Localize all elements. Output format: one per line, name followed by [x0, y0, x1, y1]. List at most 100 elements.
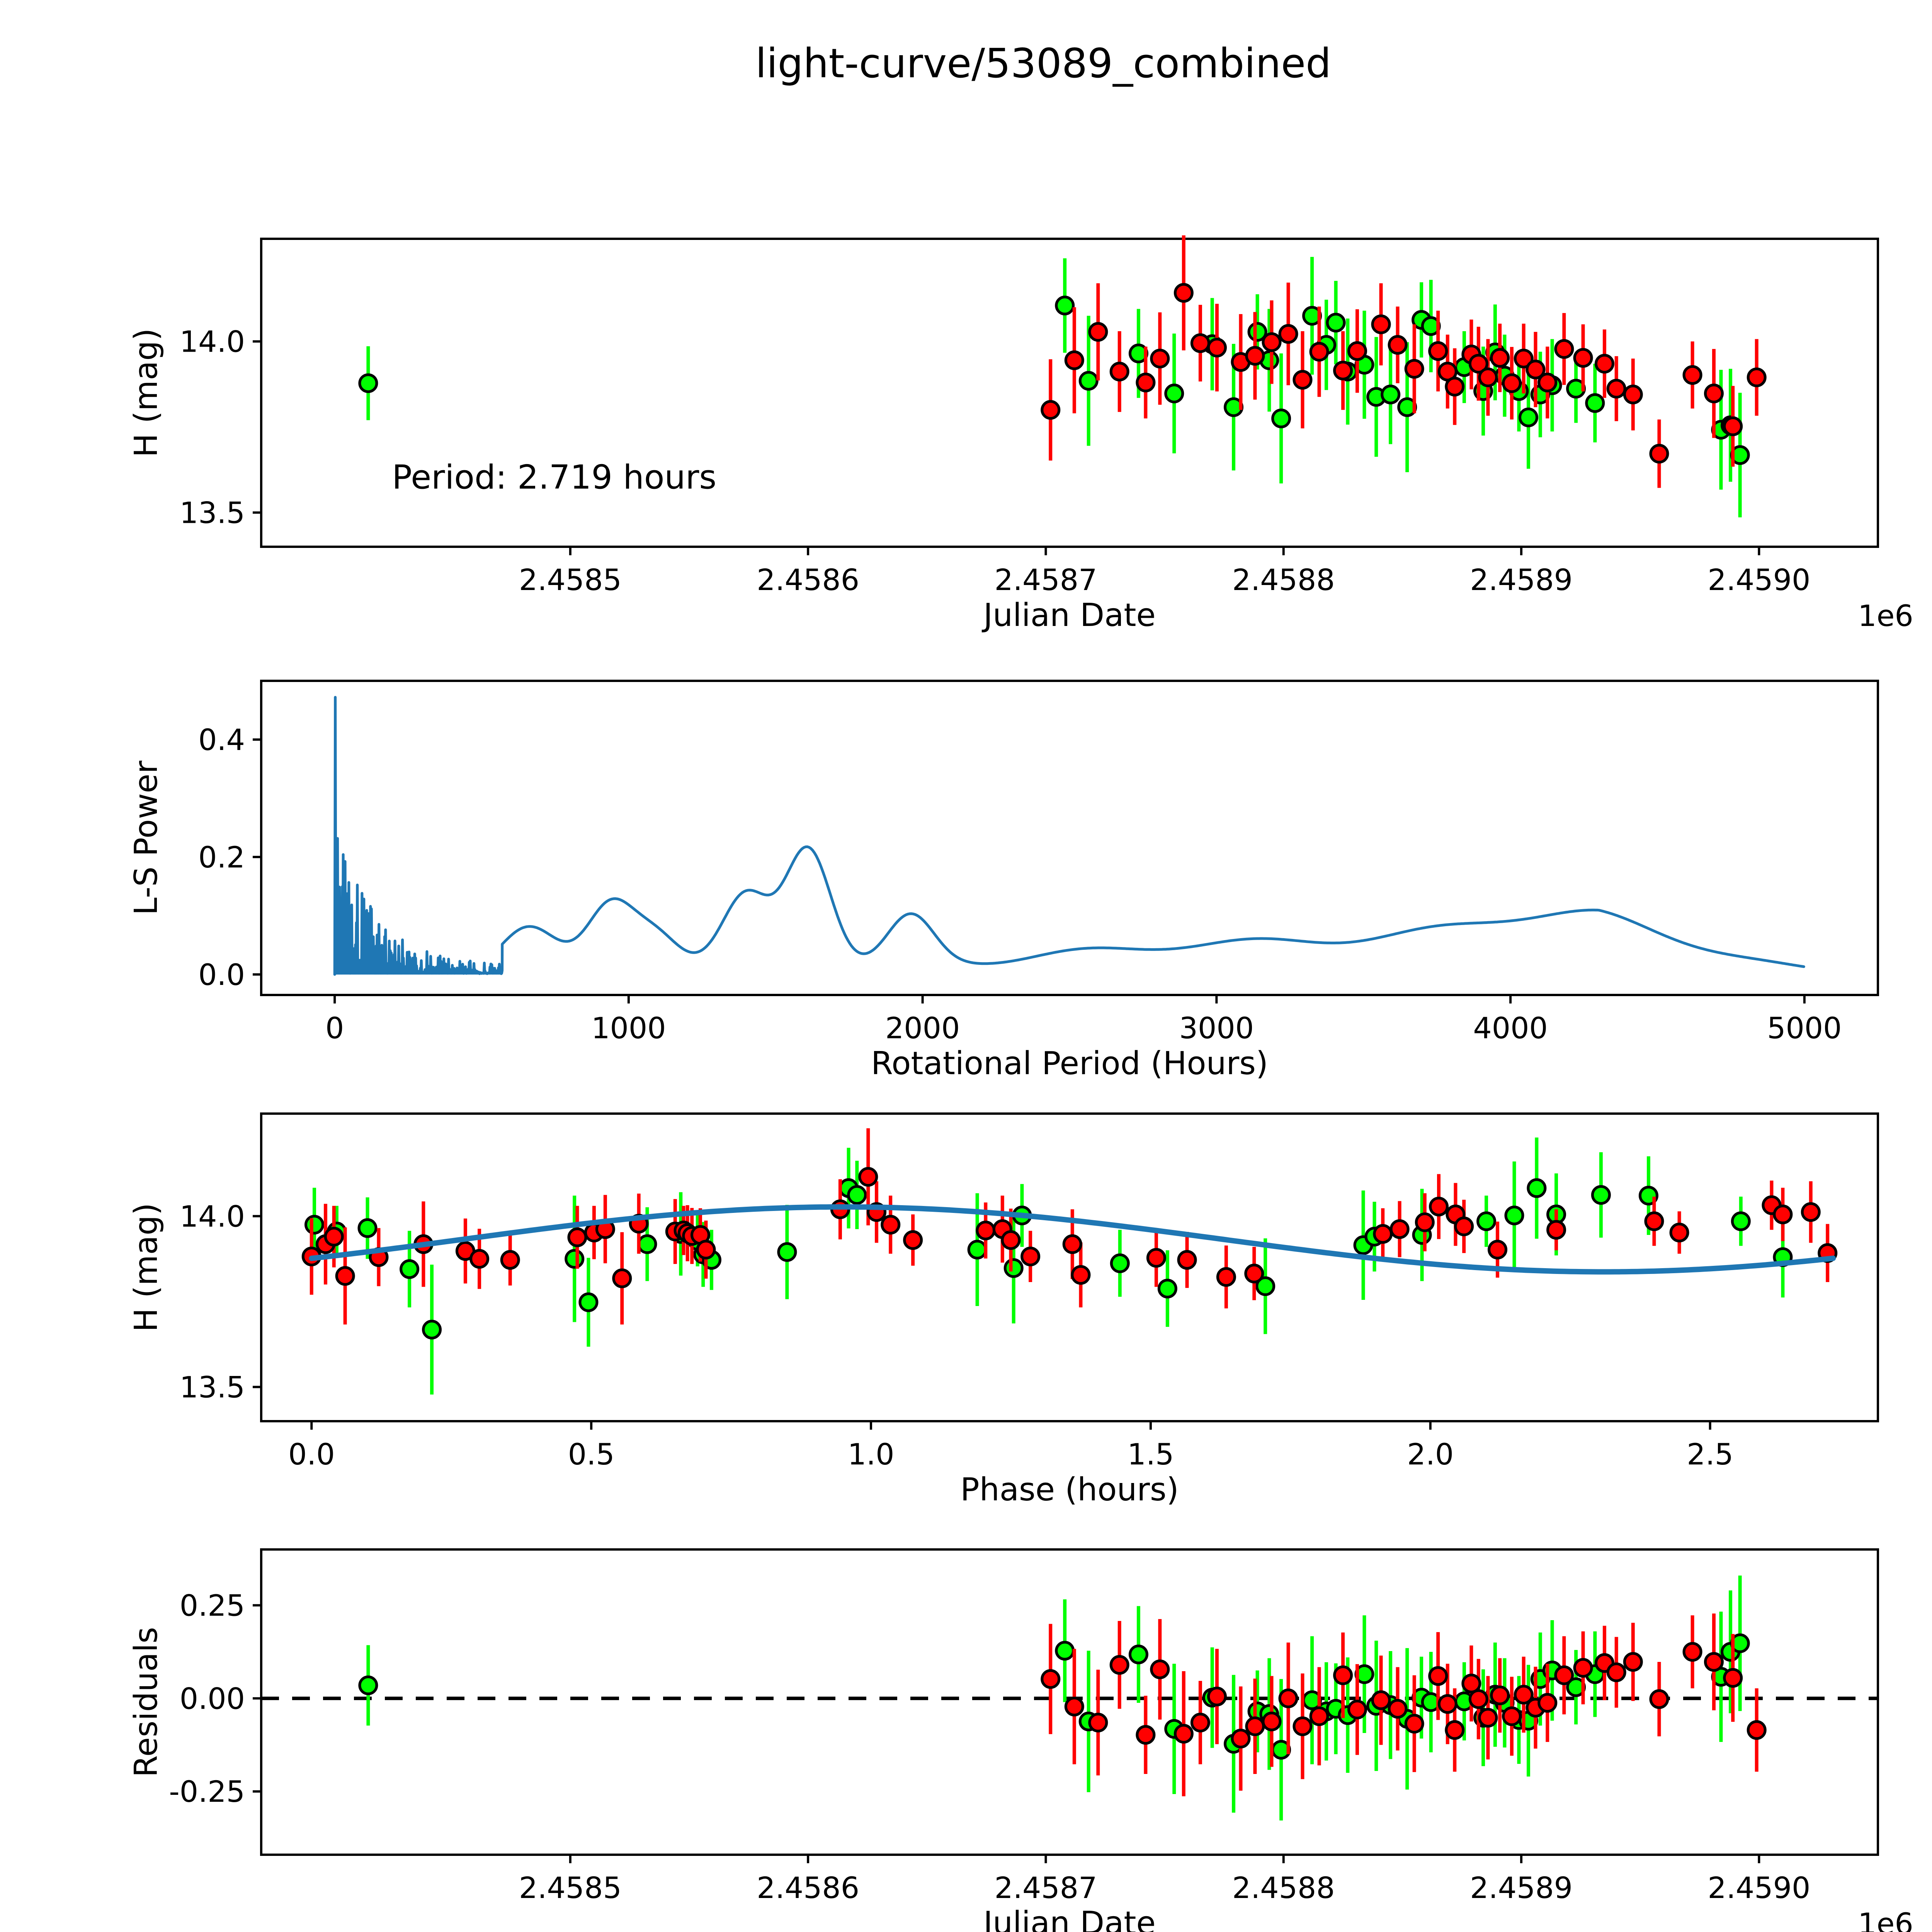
data-point [1594, 354, 1614, 374]
data-point [1554, 1665, 1574, 1685]
data-point [469, 1249, 490, 1269]
data-point [1415, 1212, 1435, 1232]
data-point [1041, 1669, 1061, 1689]
data-point [1146, 1248, 1166, 1268]
panel-residuals: 2.4585 2.4586 2.4587 2.4588 2.4589 2.4590 -0.2… [128, 1548, 1913, 1932]
data-point [500, 1250, 520, 1270]
panel-residuals-ylabel: Residuals [128, 1627, 165, 1777]
data-point [1731, 1211, 1751, 1231]
data-point [1293, 370, 1313, 390]
panel-phasefold-ylabel: H (mag) [128, 1203, 165, 1332]
panel-lightcurve-xticklabel: 2.4590 [1708, 563, 1810, 597]
data-point [1110, 1253, 1130, 1273]
panel-periodogram-xticklabel: 2000 [885, 1011, 960, 1045]
data-point [1333, 361, 1353, 381]
panel-lightcurve-frame [260, 238, 1879, 548]
data-point [357, 1218, 378, 1238]
data-point [1207, 1687, 1227, 1707]
data-point [1262, 332, 1282, 352]
data-point [612, 1268, 632, 1288]
panel-lightcurve-ylabel: H (mag) [128, 328, 165, 457]
panel-phasefold-yticklabel: 14.0 [180, 1199, 245, 1233]
data-point [1262, 1711, 1282, 1731]
data-point [565, 1249, 585, 1269]
data-point [1255, 1276, 1276, 1296]
data-point [1585, 393, 1605, 413]
data-point [1554, 339, 1574, 359]
panel-lightcurve-red-filter-markers [1041, 283, 1767, 464]
data-point [1461, 1673, 1481, 1694]
panel-periodogram-xticklabel: 4000 [1473, 1011, 1548, 1045]
data-point [1150, 349, 1170, 369]
data-point [1773, 1204, 1793, 1225]
panel-residuals-xticklabel: 2.4587 [995, 1871, 1097, 1905]
data-point [1488, 1240, 1508, 1260]
data-point [1062, 1234, 1082, 1254]
data-point [1389, 1219, 1410, 1239]
data-point [1502, 1706, 1522, 1726]
panel-periodogram-yticklabel: 0.4 [198, 723, 245, 757]
data-point [1526, 359, 1546, 379]
data-point [1404, 359, 1424, 379]
data-point [1088, 322, 1108, 342]
data-point [1136, 1725, 1156, 1745]
data-point [1514, 349, 1534, 369]
data-point [1055, 1641, 1075, 1661]
panel-residuals-xticklabel: 2.4586 [757, 1871, 859, 1905]
data-point [1623, 1652, 1643, 1672]
panel-lightcurve-xticklabel: 2.4587 [995, 563, 1097, 597]
figure-title: light-curve/53089_combined [755, 40, 1331, 87]
data-point [1502, 373, 1522, 393]
data-point [1644, 1211, 1664, 1231]
panel-periodogram-xticklabel: 5000 [1767, 1011, 1842, 1045]
data-point [1078, 371, 1099, 391]
data-point [304, 1214, 325, 1235]
data-point [1468, 354, 1488, 374]
data-point [1490, 348, 1510, 368]
data-point [1244, 1264, 1264, 1284]
data-point [1591, 1185, 1611, 1205]
panel-residuals-frame [260, 1548, 1879, 1856]
data-point [1177, 1250, 1197, 1270]
panel-lightcurve-xticklabel: 2.4588 [1232, 563, 1335, 597]
data-point [1173, 283, 1194, 303]
panel-phasefold-xticklabel: 0.0 [288, 1437, 335, 1471]
data-point [976, 1220, 996, 1240]
data-point [1020, 1247, 1041, 1267]
panel-phasefold-xticklabel: 2.5 [1687, 1437, 1733, 1471]
panel-phasefold-xticklabel: 1.5 [1127, 1437, 1174, 1471]
data-point [1278, 324, 1298, 344]
data-point [1388, 1699, 1408, 1719]
data-point [1333, 1665, 1353, 1685]
data-point [1245, 346, 1265, 366]
data-point [1055, 296, 1075, 316]
data-point [1326, 313, 1346, 333]
panel-phasefold-xticklabel: 0.5 [568, 1437, 615, 1471]
data-point [1109, 362, 1129, 382]
data-point [1388, 335, 1408, 355]
data-point [1109, 1655, 1129, 1675]
data-point [400, 1259, 420, 1279]
data-point [1371, 314, 1391, 334]
panel-periodogram: 0 1000 2000 3000 4000 5000 0.0 0.2 0.4 Rotational… [128, 680, 1879, 1082]
panel-lightcurve: 2.4585 2.4586 2.4587 2.4588 2.4589 2.4590 13.5… [128, 235, 1913, 634]
panel-residuals-xticklabel: 2.4585 [519, 1871, 622, 1905]
data-point [1682, 1642, 1702, 1662]
data-point [1429, 1197, 1449, 1217]
panel-residuals-xticklabel: 2.4589 [1470, 1871, 1573, 1905]
panel-lightcurve-xaxis-offset-label: 1e6 [1858, 599, 1913, 633]
panel-residuals-red-filter-markers [1041, 1642, 1767, 1748]
panel-periodogram-xlabel: Rotational Period (Hours) [871, 1045, 1268, 1082]
data-point [358, 373, 378, 393]
data-point [422, 1320, 442, 1340]
data-point [1271, 408, 1291, 429]
data-point [1801, 1202, 1821, 1222]
data-point [1476, 1211, 1497, 1231]
data-point [1001, 1230, 1021, 1250]
panel-periodogram-ylabel: L-S Power [128, 760, 165, 915]
panel-lightcurve-xticklabel: 2.4585 [519, 563, 622, 597]
panel-residuals-xaxis-offset-label: 1e6 [1858, 1906, 1913, 1932]
panel-phasefold-xlabel: Phase (hours) [960, 1471, 1179, 1508]
data-point [1136, 372, 1156, 393]
